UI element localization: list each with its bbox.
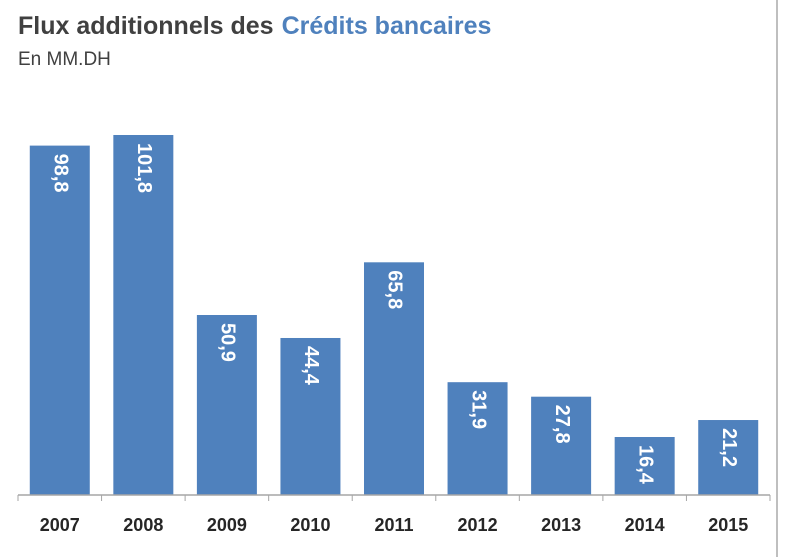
x-tick-label: 2013 (541, 515, 581, 535)
x-tick-label: 2009 (207, 515, 247, 535)
x-tick-label: 2010 (290, 515, 330, 535)
bar (531, 396, 592, 495)
title-main: Flux additionnels des (18, 12, 274, 40)
bar (364, 262, 424, 495)
x-tick-label: 2015 (708, 515, 748, 535)
bar (29, 145, 90, 495)
data-label: 101,8 (133, 143, 155, 193)
data-label: 50,9 (217, 323, 239, 362)
data-label: 31,9 (467, 390, 489, 429)
title-highlight: Crédits bancaires (282, 12, 492, 40)
bar (280, 337, 341, 495)
chart-subtitle: En MM.DH (18, 49, 111, 70)
data-label: 98,8 (49, 154, 71, 193)
x-tick-label: 2008 (123, 515, 163, 535)
x-tick-label: 2007 (40, 515, 80, 535)
x-tick-label: 2014 (625, 515, 665, 535)
data-label: 21,2 (718, 428, 740, 467)
bar (698, 420, 759, 495)
x-tick-label: 2012 (458, 515, 498, 535)
x-tick-label: 2011 (374, 515, 413, 535)
data-label: 27,8 (551, 405, 573, 444)
bar (113, 134, 174, 496)
data-label: 65,8 (384, 270, 406, 309)
chart-title: Flux additionnels des Crédits bancaires (18, 12, 491, 40)
bar (196, 314, 257, 495)
data-label: 16,4 (634, 445, 656, 485)
bar (614, 437, 675, 495)
bar (447, 382, 508, 495)
data-label: 44,4 (300, 346, 322, 386)
